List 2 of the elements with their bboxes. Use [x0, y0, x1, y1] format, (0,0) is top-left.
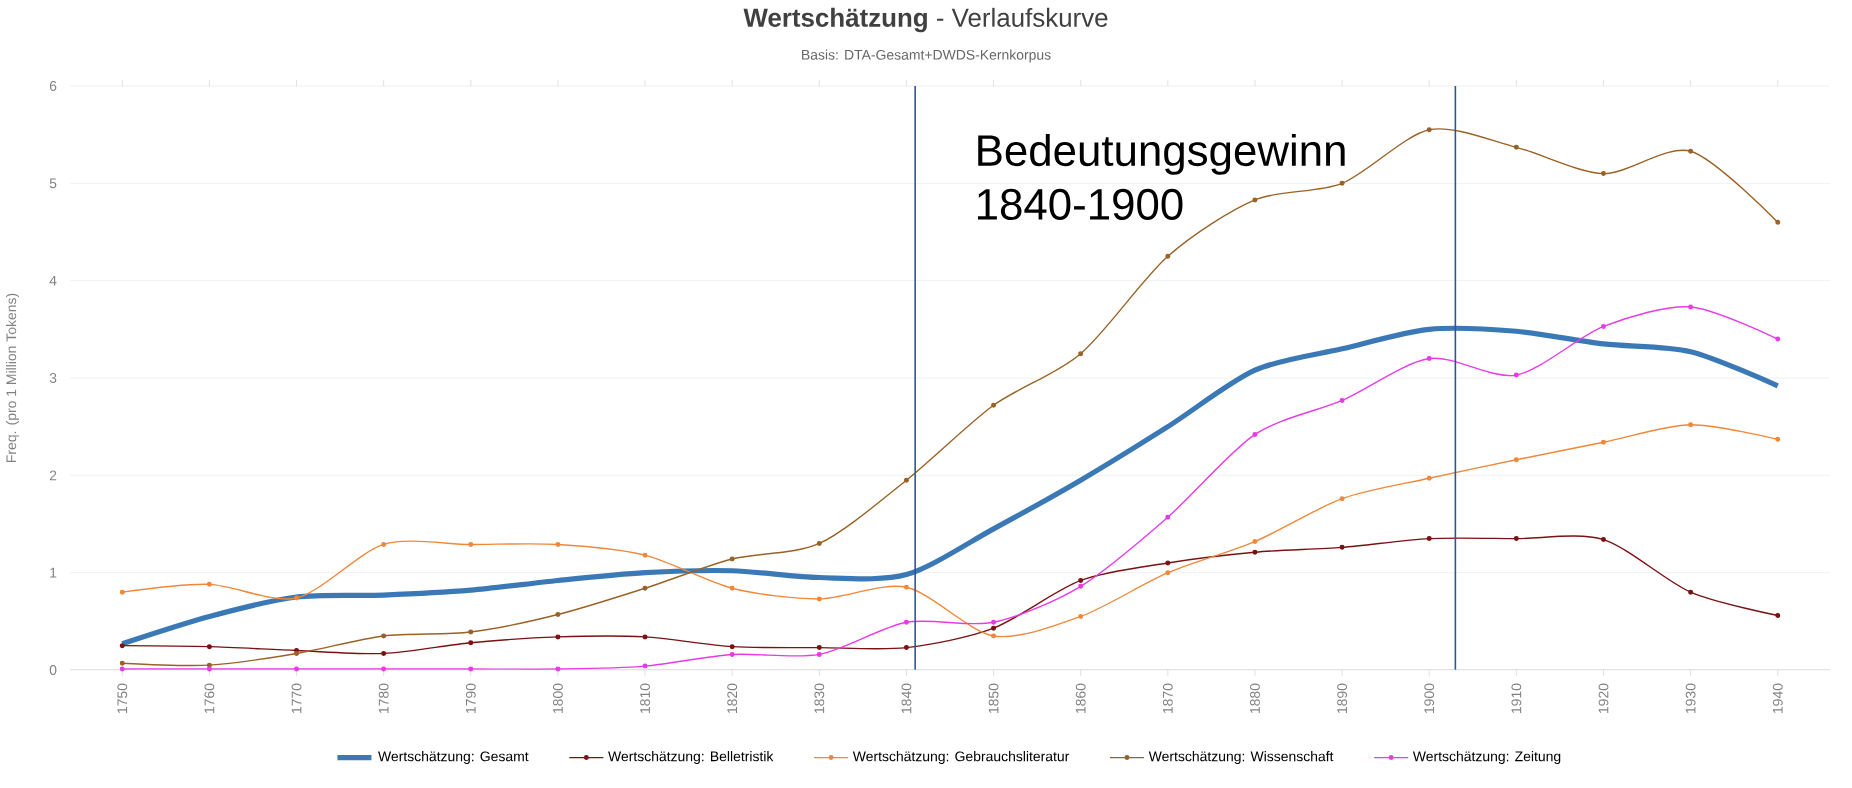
chart-title: Wertschätzung - Verlaufskurve: [743, 7, 1108, 33]
annotation: Bedeutungsgewinn 1840-1900: [977, 133, 1345, 220]
